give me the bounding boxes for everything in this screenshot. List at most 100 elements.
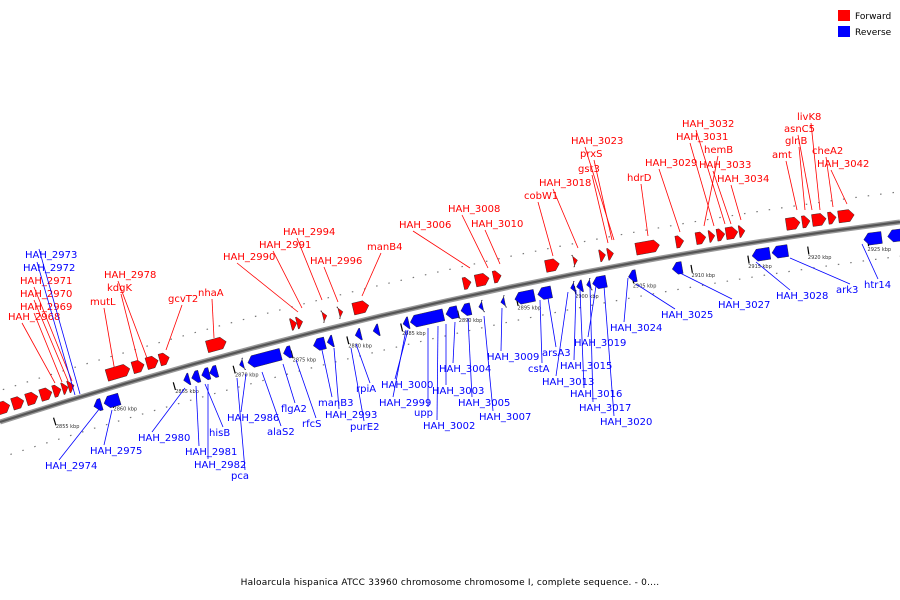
reverse-gene-label[interactable]: HAH_3027 xyxy=(718,300,770,311)
forward-gene-arrow[interactable] xyxy=(544,258,560,273)
forward-gene-label[interactable]: HAH_2991 xyxy=(259,240,311,251)
reverse-gene-label[interactable]: HAH_3009 xyxy=(487,352,539,363)
reverse-gene-label[interactable]: HAH_3013 xyxy=(542,377,594,388)
forward-gene-arrow[interactable] xyxy=(51,384,63,398)
reverse-gene-label[interactable]: purE2 xyxy=(350,422,379,433)
reverse-gene-arrow[interactable] xyxy=(627,269,638,283)
reverse-gene-label[interactable]: HAH_2972 xyxy=(23,263,75,274)
reverse-gene-arrow[interactable] xyxy=(477,299,486,313)
reverse-gene-arrow[interactable] xyxy=(354,327,363,341)
reverse-gene-label[interactable]: HAH_2980 xyxy=(138,433,190,444)
forward-gene-label[interactable]: HAH_2969 xyxy=(20,302,72,313)
reverse-gene-label[interactable]: HAH_3016 xyxy=(570,389,622,400)
reverse-gene-label[interactable]: HAH_3000 xyxy=(381,380,433,391)
forward-gene-label[interactable]: gst3 xyxy=(578,164,600,175)
forward-gene-label[interactable]: HAH_3029 xyxy=(645,158,697,169)
forward-gene-label[interactable]: livK8 xyxy=(797,112,821,123)
reverse-gene-arrow[interactable] xyxy=(326,334,335,348)
forward-gene-arrow[interactable] xyxy=(724,226,739,240)
reverse-gene-arrow[interactable] xyxy=(591,275,608,289)
reverse-gene-label[interactable]: HAH_3028 xyxy=(776,291,828,302)
forward-gene-label[interactable]: glnB xyxy=(785,136,807,147)
reverse-gene-arrow[interactable] xyxy=(887,228,900,243)
reverse-gene-label[interactable]: HAH_3002 xyxy=(423,421,475,432)
forward-gene-arrow[interactable] xyxy=(634,239,661,256)
forward-gene-arrow[interactable] xyxy=(827,211,837,225)
reverse-gene-label[interactable]: HAH_3017 xyxy=(579,403,631,414)
forward-gene-arrow[interactable] xyxy=(785,216,801,231)
forward-gene-arrow[interactable] xyxy=(205,336,227,353)
reverse-gene-label[interactable]: HAH_2999 xyxy=(379,398,431,409)
reverse-gene-arrow[interactable] xyxy=(537,285,553,301)
forward-gene-label[interactable]: HAH_3042 xyxy=(817,159,869,170)
forward-gene-label[interactable]: HAH_2978 xyxy=(104,270,156,281)
reverse-gene-arrow[interactable] xyxy=(500,295,508,308)
reverse-gene-arrow[interactable] xyxy=(102,392,122,409)
reverse-gene-label[interactable]: cstA xyxy=(528,364,550,375)
forward-gene-label[interactable]: HAH_3034 xyxy=(717,174,769,185)
forward-gene-label[interactable]: HAH_2990 xyxy=(223,252,275,263)
forward-gene-arrow[interactable] xyxy=(351,300,370,316)
forward-gene-arrow[interactable] xyxy=(289,317,298,331)
reverse-gene-label[interactable]: HAH_2986 xyxy=(227,413,279,424)
forward-gene-arrow[interactable] xyxy=(570,254,578,268)
forward-gene-arrow[interactable] xyxy=(461,276,472,290)
reverse-gene-label[interactable]: htr14 xyxy=(864,280,891,291)
reverse-gene-arrow[interactable] xyxy=(200,367,212,381)
reverse-gene-label[interactable]: HAH_2973 xyxy=(25,250,77,261)
forward-gene-label[interactable]: HAH_3023 xyxy=(571,136,623,147)
reverse-gene-label[interactable]: flgA2 xyxy=(281,404,307,415)
forward-gene-label[interactable]: HAH_2971 xyxy=(20,276,72,287)
reverse-gene-label[interactable]: rpiA xyxy=(356,384,376,395)
reverse-gene-arrow[interactable] xyxy=(238,357,247,371)
reverse-gene-arrow[interactable] xyxy=(409,308,446,328)
reverse-gene-label[interactable]: HAH_3004 xyxy=(439,364,491,375)
reverse-gene-arrow[interactable] xyxy=(569,280,578,294)
reverse-gene-arrow[interactable] xyxy=(751,247,772,262)
forward-gene-arrow[interactable] xyxy=(0,400,12,416)
forward-gene-arrow[interactable] xyxy=(38,386,54,402)
reverse-gene-label[interactable]: arsA3 xyxy=(542,348,571,359)
reverse-gene-arrow[interactable] xyxy=(182,372,192,386)
forward-gene-label[interactable]: HAH_2996 xyxy=(310,256,362,267)
forward-gene-label[interactable]: HAH_3018 xyxy=(539,178,591,189)
reverse-gene-arrow[interactable] xyxy=(585,277,594,291)
forward-gene-label[interactable]: HAH_3006 xyxy=(399,220,451,231)
forward-gene-label[interactable]: HAH_3031 xyxy=(676,132,728,143)
reverse-gene-arrow[interactable] xyxy=(190,370,202,384)
forward-gene-arrow[interactable] xyxy=(715,228,726,242)
reverse-gene-arrow[interactable] xyxy=(460,302,473,317)
forward-gene-arrow[interactable] xyxy=(737,225,746,238)
forward-gene-arrow[interactable] xyxy=(320,310,329,323)
reverse-gene-label[interactable]: HAH_2981 xyxy=(185,447,237,458)
forward-gene-arrow[interactable] xyxy=(473,272,490,288)
forward-gene-label[interactable]: cobW1 xyxy=(524,191,558,202)
forward-gene-arrow[interactable] xyxy=(144,355,160,370)
reverse-gene-arrow[interactable] xyxy=(771,244,789,259)
forward-gene-arrow[interactable] xyxy=(10,395,26,411)
forward-gene-label[interactable]: mutL xyxy=(90,297,116,308)
reverse-gene-arrow[interactable] xyxy=(514,289,536,305)
reverse-gene-label[interactable]: rfcS xyxy=(302,419,321,430)
forward-gene-arrow[interactable] xyxy=(674,235,685,249)
forward-gene-label[interactable]: prxS xyxy=(580,149,602,160)
forward-gene-label[interactable]: HAH_3008 xyxy=(448,204,500,215)
reverse-gene-label[interactable]: ark3 xyxy=(836,285,858,296)
forward-gene-arrow[interactable] xyxy=(130,359,146,374)
forward-gene-label[interactable]: HAH_3032 xyxy=(682,119,734,130)
reverse-gene-label[interactable]: hisB xyxy=(209,428,230,439)
forward-gene-label[interactable]: HAH_2994 xyxy=(283,227,335,238)
reverse-gene-label[interactable]: HAH_2975 xyxy=(90,446,142,457)
forward-gene-label[interactable]: hemB xyxy=(704,145,733,156)
forward-gene-label[interactable]: manB4 xyxy=(367,242,402,253)
forward-gene-label[interactable]: HAH_3010 xyxy=(471,219,523,230)
reverse-gene-label[interactable]: upp xyxy=(414,408,433,419)
forward-gene-arrow[interactable] xyxy=(694,231,707,245)
forward-gene-arrow[interactable] xyxy=(157,352,171,367)
reverse-gene-arrow[interactable] xyxy=(312,336,327,352)
forward-gene-arrow[interactable] xyxy=(837,209,855,224)
reverse-gene-label[interactable]: HAH_2982 xyxy=(194,460,246,471)
reverse-gene-arrow[interactable] xyxy=(402,316,411,330)
forward-gene-arrow[interactable] xyxy=(60,381,70,395)
forward-gene-arrow[interactable] xyxy=(606,247,615,261)
